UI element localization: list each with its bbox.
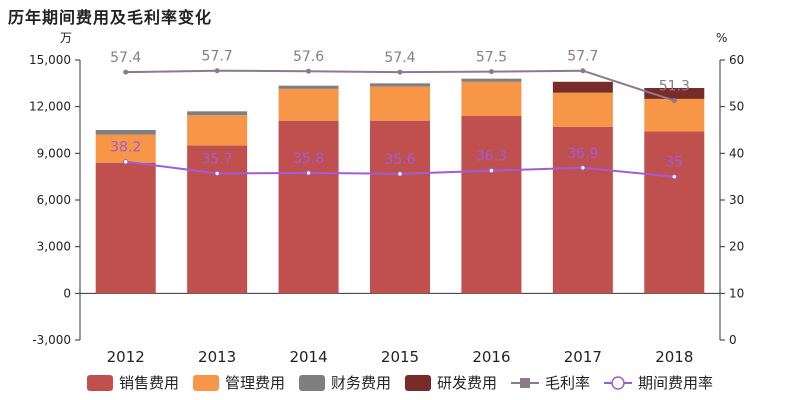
legend-label-expense-ratio: 期间费用率 — [638, 374, 714, 392]
line-point-毛利率 — [123, 69, 129, 75]
data-label-期间费用率: 35.7 — [202, 151, 233, 167]
chart-plot: 万 % -3,000 0 3,000 6,000 9,000 12,000 15,000 0 10 2… — [29, 31, 744, 366]
x-tick-label: 2017 — [564, 348, 602, 366]
x-tick-label: 2015 — [381, 348, 419, 366]
bar-segment-管理费用 — [461, 81, 522, 116]
legend-label-admin: 管理费用 — [224, 374, 285, 392]
sales-swatch — [86, 374, 113, 391]
legend-item-finance[interactable]: 财务费用 — [298, 372, 391, 393]
right-tick-label: 0 — [729, 333, 737, 347]
bar-segment-销售费用 — [461, 116, 522, 294]
data-label-期间费用率: 35.6 — [384, 152, 415, 168]
legend: 销售费用 管理费用 财务费用 研发费用 毛利率 期间费用率 — [0, 372, 800, 393]
chart-title: 历年期间费用及毛利率变化 — [8, 8, 213, 27]
expense-ratio-swatch — [604, 375, 633, 390]
line-point-毛利率 — [306, 68, 312, 74]
line-point-毛利率 — [214, 68, 220, 74]
x-tick-label: 2014 — [289, 348, 327, 366]
admin-swatch — [192, 374, 219, 391]
line-point-毛利率 — [671, 98, 677, 104]
data-label-期间费用率: 36.3 — [476, 149, 507, 165]
line-point-期间费用率 — [488, 167, 495, 174]
bar-segment-销售费用 — [370, 120, 430, 294]
bar-segment-管理费用 — [552, 92, 613, 127]
legend-label-finance: 财务费用 — [330, 374, 391, 392]
legend-label-rnd: 研发费用 — [437, 374, 498, 392]
right-tick-label: 50 — [729, 100, 744, 114]
bar-segment-管理费用 — [278, 88, 339, 121]
data-label-毛利率: 57.7 — [567, 49, 598, 65]
bar-segment-销售费用 — [187, 145, 248, 294]
legend-label-sales: 销售费用 — [118, 374, 179, 392]
line-point-期间费用率 — [397, 171, 403, 177]
finance-swatch — [298, 374, 325, 391]
data-label-毛利率: 51.3 — [659, 79, 690, 95]
bar-segment-管理费用 — [644, 98, 705, 132]
left-tick-label: 15,000 — [29, 53, 71, 67]
data-label-期间费用率: 35.8 — [293, 151, 324, 167]
bar-segment-研发费用 — [552, 81, 613, 93]
bar-segment-销售费用 — [552, 126, 613, 294]
line-point-期间费用率 — [214, 170, 220, 177]
left-tick-label: 9,000 — [37, 146, 71, 160]
x-tick-label: 2013 — [198, 348, 236, 366]
bar-segment-管理费用 — [187, 115, 248, 146]
bar-segment-研发费用 — [644, 88, 705, 99]
legend-item-sales[interactable]: 销售费用 — [86, 372, 179, 393]
bar-segment-财务费用 — [278, 85, 339, 89]
right-tick-label: 30 — [729, 193, 744, 207]
data-label-期间费用率: 35 — [665, 155, 683, 171]
legend-item-admin[interactable]: 管理费用 — [192, 372, 285, 393]
right-tick-label: 60 — [729, 53, 744, 67]
line-point-期间费用率 — [580, 165, 586, 171]
legend-label-gross-margin: 毛利率 — [545, 374, 591, 392]
line-point-毛利率 — [488, 69, 494, 75]
left-axis-unit: 万 — [60, 31, 72, 45]
right-tick-label: 20 — [729, 240, 744, 254]
data-label-期间费用率: 36.9 — [567, 146, 598, 162]
data-label-毛利率: 57.4 — [384, 50, 415, 66]
left-tick-label: -3,000 — [32, 333, 71, 347]
data-label-毛利率: 57.5 — [476, 50, 507, 66]
right-axis-unit: % — [716, 31, 727, 45]
line-point-期间费用率 — [671, 173, 677, 180]
bar-segment-财务费用 — [461, 78, 522, 82]
left-tick-label: 6,000 — [37, 193, 71, 207]
legend-item-expense-ratio[interactable]: 期间费用率 — [604, 372, 713, 393]
left-tick-label: 0 — [63, 286, 71, 300]
bar-segment-销售费用 — [278, 120, 339, 294]
gross-margin-swatch — [511, 377, 540, 388]
x-tick-label: 2016 — [472, 348, 510, 366]
line-point-毛利率 — [580, 68, 586, 74]
bar-segment-财务费用 — [370, 83, 430, 87]
bar-segment-销售费用 — [95, 162, 156, 294]
data-label-毛利率: 57.7 — [202, 49, 233, 65]
bar-segment-管理费用 — [95, 134, 156, 163]
left-tick-label: 3,000 — [37, 240, 71, 254]
data-label-期间费用率: 38.2 — [110, 140, 141, 156]
bar-segment-财务费用 — [187, 111, 248, 116]
right-tick-label: 10 — [729, 286, 744, 300]
x-tick-label: 2018 — [655, 348, 693, 366]
line-point-毛利率 — [397, 69, 403, 75]
legend-item-gross-margin[interactable]: 毛利率 — [511, 372, 590, 393]
line-point-期间费用率 — [123, 159, 129, 165]
left-tick-label: 12,000 — [29, 100, 71, 114]
legend-item-rnd[interactable]: 研发费用 — [405, 372, 497, 393]
x-tick-label: 2012 — [107, 348, 145, 366]
bar-segment-管理费用 — [370, 86, 430, 121]
data-label-毛利率: 57.4 — [110, 50, 141, 66]
bar-segment-财务费用 — [95, 130, 156, 135]
data-label-毛利率: 57.6 — [293, 49, 324, 65]
line-point-期间费用率 — [305, 170, 312, 176]
right-tick-label: 40 — [729, 146, 744, 160]
rnd-swatch — [405, 374, 431, 391]
bar-segment-销售费用 — [644, 131, 705, 294]
